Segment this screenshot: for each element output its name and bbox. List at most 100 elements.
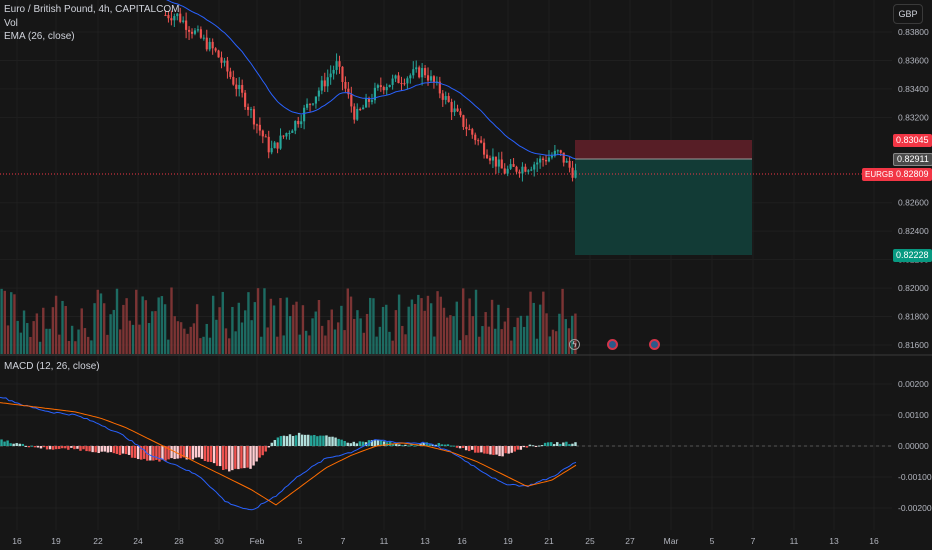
volume-bar xyxy=(385,304,388,354)
volume-bar xyxy=(285,297,289,354)
macd-hist-bar xyxy=(6,440,9,446)
event-flag-icon[interactable] xyxy=(607,339,618,350)
volume-bar xyxy=(19,332,23,354)
candle-body xyxy=(229,71,232,77)
time-tick-label: 16 xyxy=(869,536,879,546)
volume-bar xyxy=(35,313,39,354)
candle-body xyxy=(314,96,317,104)
volume-bar xyxy=(160,296,164,354)
time-axis[interactable]: 16 19 22 24 28 30 Feb 5 7 11 13 16 19 21 25 27 Mar 5 7 11 13… xyxy=(12,536,879,546)
volume-bar xyxy=(381,306,385,354)
volume-series xyxy=(0,287,577,354)
volume-bar xyxy=(131,324,135,354)
volume-bar xyxy=(356,310,359,354)
macd-hist-bar xyxy=(103,446,106,452)
candle-body xyxy=(547,157,551,162)
candle-body xyxy=(282,135,285,137)
volume-bar xyxy=(369,297,372,354)
flash-icon[interactable]: ϟ xyxy=(569,339,580,350)
macd-hist-bar xyxy=(376,439,380,446)
candle-body xyxy=(456,108,459,112)
macd-hist-bar xyxy=(270,442,274,446)
volume-bar xyxy=(205,323,208,354)
macd-hist-bar xyxy=(352,441,356,446)
candle-body xyxy=(267,136,270,153)
candle-body xyxy=(400,83,403,85)
macd-hist-bar xyxy=(109,446,113,453)
candle-body xyxy=(365,98,368,108)
volume-bar xyxy=(227,338,231,354)
ema-legend[interactable]: EMA (26, close) xyxy=(4,31,75,42)
candle-body xyxy=(311,103,315,105)
macd-hist-bar xyxy=(209,446,213,463)
macd-hist-bar xyxy=(58,446,61,449)
macd-hist-bar xyxy=(30,445,34,447)
candle-body xyxy=(524,166,527,172)
macd-hist-bar xyxy=(471,446,474,450)
volume-bar xyxy=(567,328,571,354)
volume-bar xyxy=(343,330,346,354)
take-profit-zone[interactable] xyxy=(575,159,752,255)
volume-bar xyxy=(96,289,99,354)
volume-bar xyxy=(324,335,327,354)
macd-hist-bar xyxy=(240,446,243,469)
candle-body xyxy=(323,80,326,87)
macd-hist-bar xyxy=(152,446,155,461)
candle-body xyxy=(264,136,267,138)
volume-bar xyxy=(199,338,202,354)
entry-price-label: 0.82911 xyxy=(893,153,932,166)
stop-price-label: 0.83045 xyxy=(893,134,932,147)
currency-button[interactable]: GBP xyxy=(893,4,923,24)
volume-bar xyxy=(462,288,465,354)
volume-bar xyxy=(22,310,26,354)
time-tick-label: 25 xyxy=(585,536,595,546)
macd-hist-bar xyxy=(176,446,179,459)
macd-hist-bar xyxy=(401,445,404,447)
macd-hist-bar xyxy=(455,446,459,448)
volume-bar xyxy=(86,336,90,354)
candlestick-series[interactable] xyxy=(164,7,577,182)
macd-hist-bar xyxy=(562,442,565,446)
candle-body xyxy=(426,75,430,81)
candle-body xyxy=(506,168,509,174)
candle-body xyxy=(353,106,356,120)
time-tick-label: 7 xyxy=(341,536,346,546)
volume-bar xyxy=(506,307,510,354)
volume-bar xyxy=(397,294,401,354)
macd-hist-bar xyxy=(267,446,270,448)
candle-body xyxy=(509,164,512,169)
volume-bar xyxy=(481,326,484,354)
volume-bar xyxy=(561,288,564,354)
macd-hist-bar xyxy=(331,436,334,446)
macd-hist-bar xyxy=(18,443,21,446)
volume-bar xyxy=(362,332,366,354)
macd-hist-bar xyxy=(21,443,24,446)
macd-legend[interactable]: MACD (12, 26, close) xyxy=(4,361,100,372)
candle-body xyxy=(485,154,489,159)
event-flag-icon[interactable] xyxy=(649,339,660,350)
macd-hist-bar xyxy=(143,446,146,459)
candle-body xyxy=(199,29,202,38)
time-tick-label: 13 xyxy=(829,536,839,546)
candle-body xyxy=(338,61,341,67)
macd-axis[interactable]: 0.00200 0.00100 0.00000 -0.00100 -0.00200 xyxy=(898,379,932,513)
volume-bar xyxy=(372,298,375,354)
macd-hist-bar xyxy=(91,446,94,453)
volume-bar xyxy=(510,340,513,354)
volume-legend[interactable]: Vol xyxy=(4,18,18,29)
macd-hist-bar xyxy=(164,446,167,461)
macd-hist-bar xyxy=(355,443,359,446)
macd-hist-bar xyxy=(571,443,574,446)
volume-bar xyxy=(32,321,35,354)
candle-body xyxy=(326,77,329,87)
volume-bar xyxy=(16,320,19,354)
stop-loss-zone[interactable] xyxy=(575,140,752,159)
macd-hist-bar xyxy=(501,446,504,457)
volume-bar xyxy=(244,310,247,354)
candle-body xyxy=(397,75,400,84)
macd-tick-label: 0.00100 xyxy=(898,410,929,420)
candle-body xyxy=(241,85,244,93)
candle-body xyxy=(255,124,258,126)
symbol-title: Euro / British Pound, 4h, CAPITALCOM xyxy=(4,4,180,15)
